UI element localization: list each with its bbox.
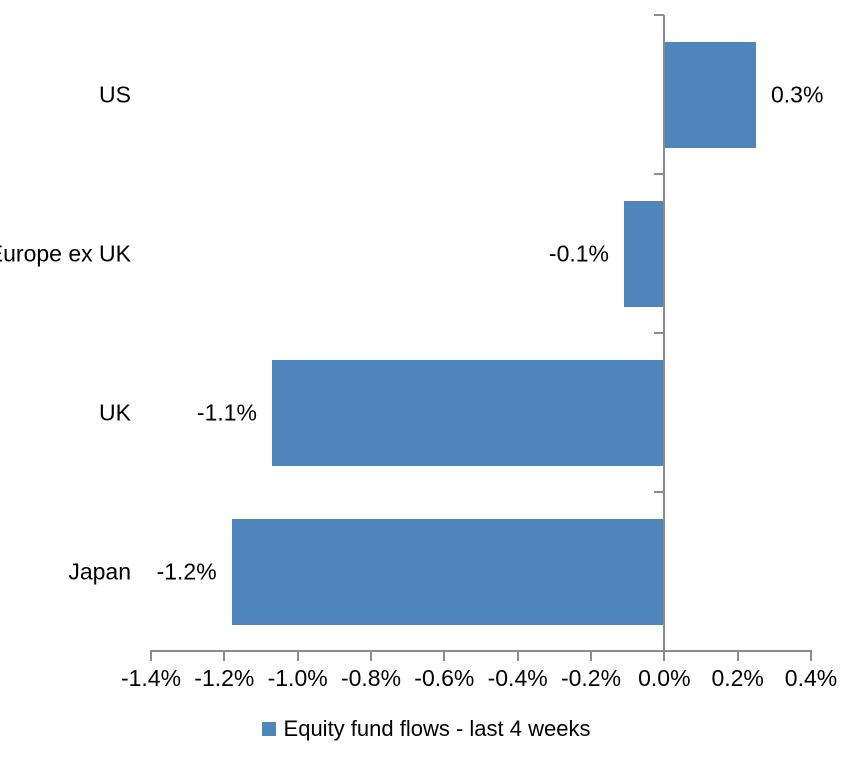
x-axis-tick <box>150 652 152 661</box>
x-tick-label: -0.8% <box>340 665 402 691</box>
x-axis-tick <box>370 652 372 661</box>
x-tick-label: -0.6% <box>414 665 475 691</box>
x-axis-tick <box>663 652 666 661</box>
bar-data-label: 0.3% <box>771 81 824 107</box>
x-axis-line <box>150 650 812 652</box>
category-label: Japan <box>68 558 131 584</box>
bar <box>624 200 665 307</box>
x-axis-tick <box>223 652 226 661</box>
x-axis-tick <box>736 652 739 661</box>
x-tick-label: -0.2% <box>560 665 622 691</box>
category-label: Europe ex UK <box>0 240 131 266</box>
x-tick-label: 0.2% <box>711 665 764 691</box>
x-tick-label: -1.2% <box>194 665 255 691</box>
x-tick-label: -0.4% <box>487 665 548 691</box>
x-tick-label: -1.0% <box>267 665 328 691</box>
x-tick-label: 0.0% <box>638 665 691 691</box>
legend-label: Equity fund flows - last 4 weeks <box>283 716 591 741</box>
legend-swatch-icon <box>261 722 276 736</box>
bar-data-label: -0.1% <box>548 240 609 266</box>
y-axis-tick <box>654 173 665 175</box>
bar <box>231 518 665 625</box>
y-axis-line <box>663 15 666 651</box>
bar-data-label: -1.2% <box>156 558 217 584</box>
category-label: US <box>99 81 131 107</box>
x-axis-tick <box>590 652 592 661</box>
bar-data-label: -1.1% <box>196 399 257 425</box>
x-tick-label: -1.4% <box>120 665 182 691</box>
x-tick-label: 0.4% <box>784 665 838 691</box>
y-axis-tick <box>654 14 665 16</box>
x-axis-tick <box>516 652 519 661</box>
category-label: UK <box>99 399 131 425</box>
bar <box>664 41 756 148</box>
x-axis-tick <box>810 652 812 661</box>
x-axis-tick <box>443 652 446 661</box>
bar <box>272 359 665 466</box>
y-axis-tick <box>654 491 665 493</box>
x-axis-tick <box>296 652 299 661</box>
y-axis-tick <box>654 332 665 334</box>
legend: Equity fund flows - last 4 weeks <box>0 716 852 742</box>
